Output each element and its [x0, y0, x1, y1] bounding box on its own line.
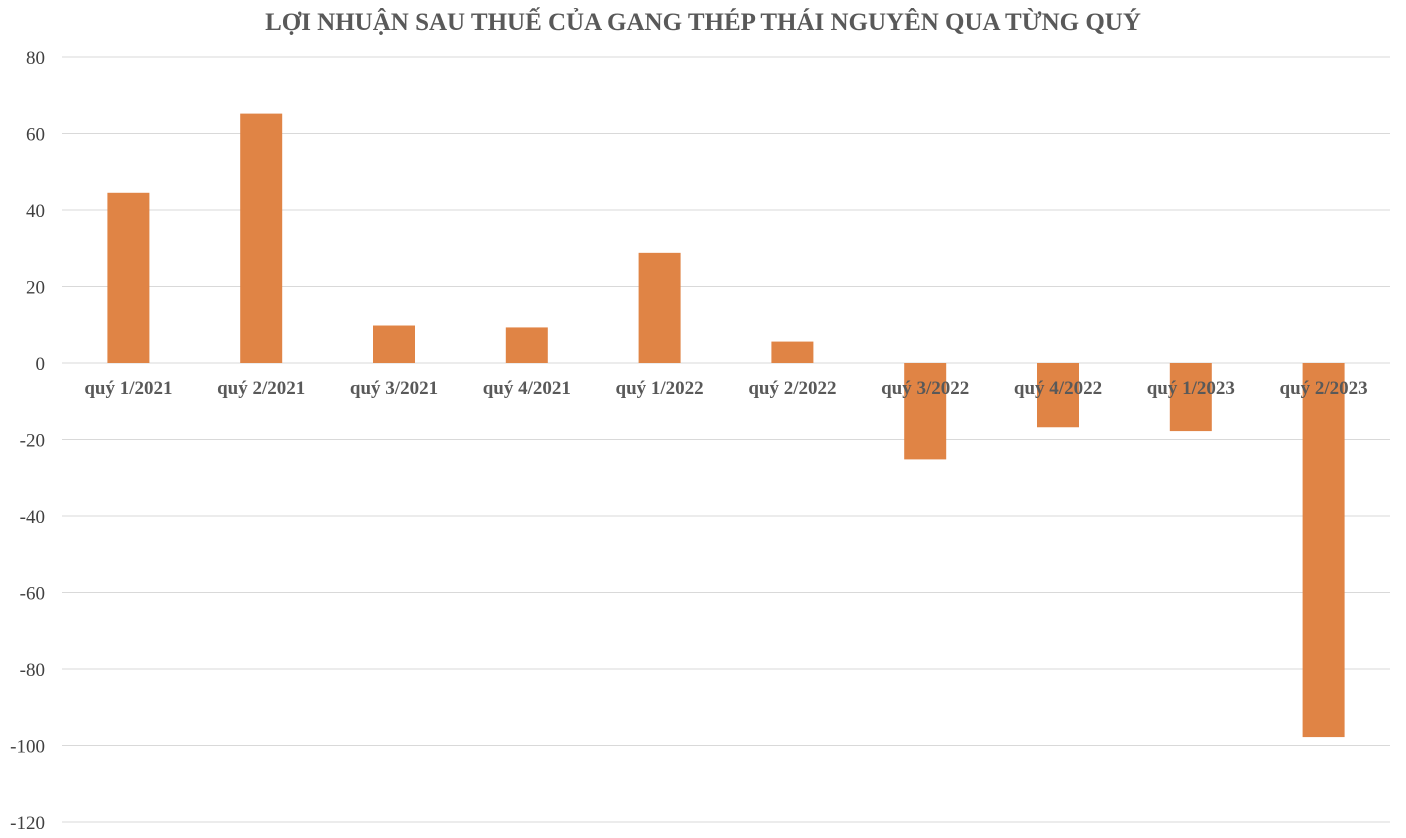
- x-tick-label: quý 1/2023: [1147, 378, 1235, 399]
- x-tick-label: quý 2/2022: [748, 378, 836, 399]
- x-tick-label: quý 1/2021: [84, 378, 172, 399]
- bar: [1037, 363, 1079, 428]
- bars: [107, 113, 1345, 738]
- y-axis-tick-labels: 80 60 40 20 0 -20 -40 -60 -80 -100 -120: [10, 48, 45, 834]
- x-tick-label: quý 2/2023: [1280, 378, 1368, 399]
- y-tick-label: -20: [20, 431, 45, 452]
- x-tick-label: quý 4/2021: [483, 378, 571, 399]
- x-tick-label: quý 4/2022: [1014, 378, 1102, 399]
- bar: [1169, 363, 1212, 432]
- x-tick-label: quý 3/2021: [350, 378, 438, 399]
- bar: [505, 327, 548, 363]
- gridlines: [62, 56, 1390, 823]
- x-tick-label: quý 1/2022: [616, 378, 704, 399]
- y-tick-label: -100: [10, 737, 45, 758]
- y-tick-label: 20: [26, 278, 45, 299]
- x-tick-label: quý 2/2021: [217, 378, 305, 399]
- x-axis-tick-labels: quý 1/2021 quý 2/2021 quý 3/2021 quý 4/2021…: [84, 378, 1367, 399]
- chart-title: LỢI NHUẬN SAU THUẾ CỦA GANG THÉP THÁI NG…: [265, 7, 1141, 36]
- bar: [1302, 363, 1345, 738]
- bar: [638, 252, 681, 363]
- y-tick-label: -80: [20, 660, 45, 681]
- y-tick-label: -120: [10, 813, 45, 834]
- x-tick-label: quý 3/2022: [881, 378, 969, 399]
- bar: [373, 325, 415, 363]
- y-tick-label: 60: [26, 125, 45, 146]
- y-tick-label: 80: [26, 48, 45, 69]
- bar: [107, 192, 150, 363]
- y-tick-label: 40: [26, 201, 45, 222]
- y-tick-label: 0: [36, 354, 46, 375]
- bar: [240, 113, 283, 363]
- y-tick-label: -40: [20, 507, 45, 528]
- bar: [904, 363, 947, 460]
- y-tick-label: -60: [20, 584, 45, 605]
- bar: [771, 341, 814, 363]
